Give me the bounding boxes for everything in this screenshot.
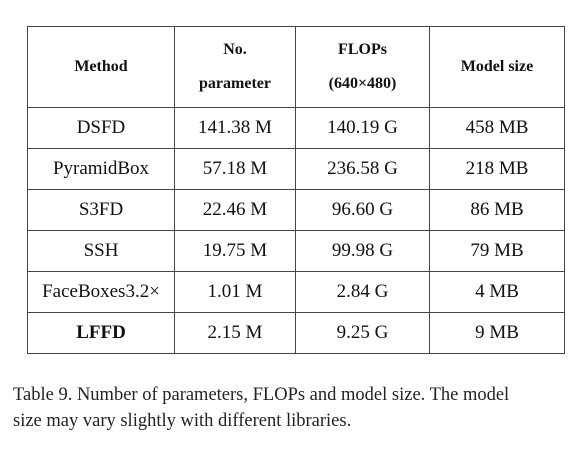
cell-size: 218 MB (429, 148, 565, 190)
cell-method: S3FD (27, 189, 175, 231)
header-params-line1: No. (223, 41, 247, 58)
cell-method: FaceBoxes3.2× (27, 271, 175, 313)
header-flops-line2: (640×480) (328, 75, 397, 92)
table-caption: Table 9. Number of parameters, FLOPs and… (13, 382, 573, 434)
cell-params: 1.01 M (174, 271, 296, 313)
caption-line-1: Table 9. Number of parameters, FLOPs and… (13, 385, 510, 405)
cell-flops: 96.60 G (295, 189, 430, 231)
table-row: S3FD 22.46 M 96.60 G 86 MB (27, 189, 565, 231)
header-params: No. parameter (174, 26, 296, 108)
header-params-line2: parameter (199, 75, 271, 92)
cell-flops: 9.25 G (295, 312, 430, 354)
cell-flops: 236.58 G (295, 148, 430, 190)
cell-params: 19.75 M (174, 230, 296, 272)
cell-size: 9 MB (429, 312, 565, 354)
cell-method: SSH (27, 230, 175, 272)
table-header-row: Method No. parameter FLOPs (640×480) Mod… (27, 26, 565, 108)
comparison-table-container: Method No. parameter FLOPs (640×480) Mod… (27, 26, 565, 354)
table-row: DSFD 141.38 M 140.19 G 458 MB (27, 107, 565, 149)
caption-line-2: size may vary slightly with different li… (13, 411, 352, 431)
table-row: FaceBoxes3.2× 1.01 M 2.84 G 4 MB (27, 271, 565, 313)
cell-size: 86 MB (429, 189, 565, 231)
comparison-table: Method No. parameter FLOPs (640×480) Mod… (27, 26, 565, 354)
table-row-highlighted: LFFD 2.15 M 9.25 G 9 MB (27, 312, 565, 354)
cell-flops: 99.98 G (295, 230, 430, 272)
cell-size: 79 MB (429, 230, 565, 272)
header-method: Method (27, 26, 175, 108)
cell-flops: 140.19 G (295, 107, 430, 149)
cell-params: 141.38 M (174, 107, 296, 149)
cell-params: 2.15 M (174, 312, 296, 354)
cell-method: PyramidBox (27, 148, 175, 190)
header-flops: FLOPs (640×480) (295, 26, 430, 108)
cell-size: 4 MB (429, 271, 565, 313)
cell-method: DSFD (27, 107, 175, 149)
cell-params: 22.46 M (174, 189, 296, 231)
header-flops-line1: FLOPs (338, 41, 387, 58)
table-row: SSH 19.75 M 99.98 G 79 MB (27, 230, 565, 272)
cell-method: LFFD (27, 312, 175, 354)
cell-size: 458 MB (429, 107, 565, 149)
table-row: PyramidBox 57.18 M 236.58 G 218 MB (27, 148, 565, 190)
cell-flops: 2.84 G (295, 271, 430, 313)
cell-params: 57.18 M (174, 148, 296, 190)
header-model-size: Model size (429, 26, 565, 108)
